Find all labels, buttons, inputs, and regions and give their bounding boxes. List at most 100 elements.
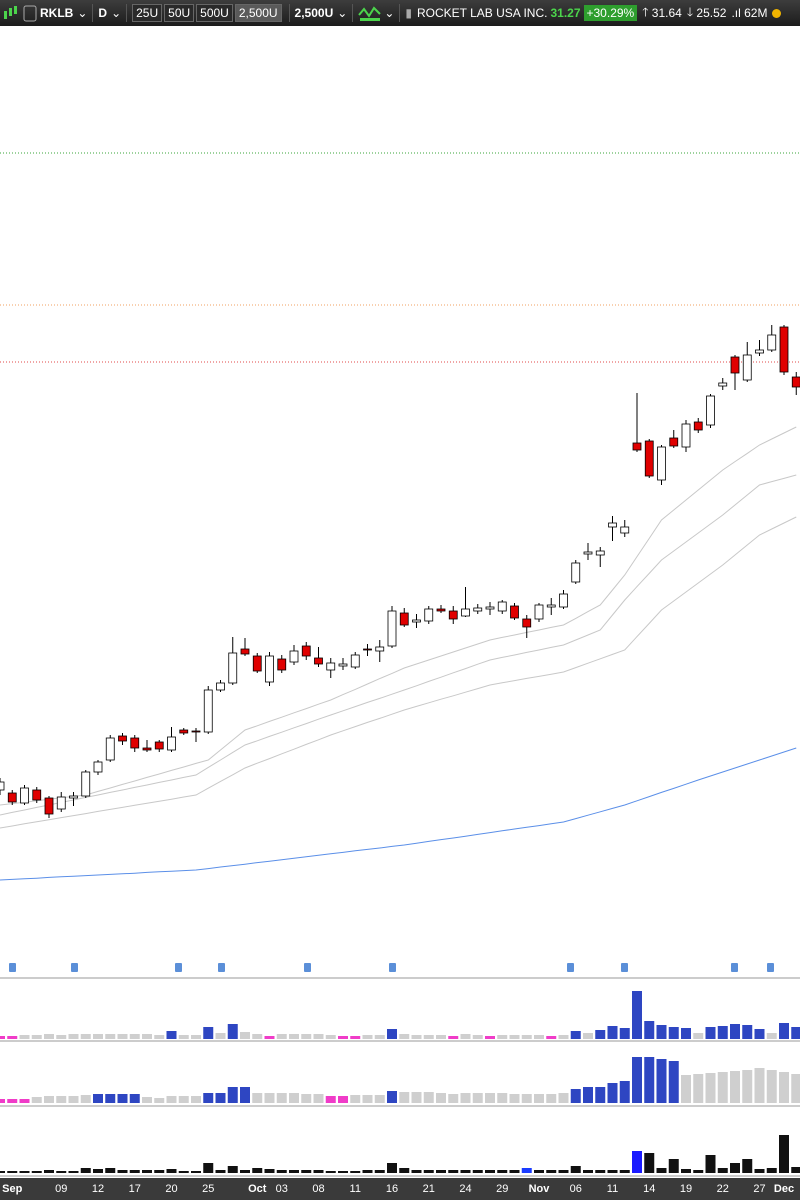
volume-bar: [632, 1057, 642, 1103]
volume-bar: [93, 1169, 103, 1173]
volume-bar: [117, 1034, 128, 1039]
candle-body: [608, 522, 617, 528]
range-button[interactable]: 500U: [196, 4, 233, 22]
period[interactable]: D: [98, 6, 108, 20]
volume-bar: [387, 1029, 397, 1039]
volume-bar: [362, 1035, 373, 1039]
company: ROCKET LAB USA INC.: [416, 6, 548, 20]
volume-bar: [215, 1033, 226, 1039]
x-tick-label: 11: [607, 1183, 618, 1195]
candle-body: [571, 562, 581, 583]
volume-bar: [227, 1166, 238, 1173]
volume-bar: [252, 1093, 263, 1103]
volume-bar: [105, 1168, 116, 1173]
candle-body: [338, 663, 348, 667]
candle-body: [142, 747, 152, 751]
candle-body: [81, 771, 91, 797]
volume-bar: [681, 1028, 691, 1039]
volume-bar: [93, 1034, 103, 1039]
volume-bar: [656, 1168, 667, 1173]
candle-body: [314, 657, 323, 665]
volume-bar: [240, 1170, 250, 1173]
volume-bar: [583, 1170, 593, 1173]
volume-bar: [754, 1169, 765, 1173]
volume-bar: [668, 1061, 679, 1103]
down-arrow: 🡓: [686, 4, 697, 19]
volume-bar: [546, 1036, 557, 1039]
volume-bar: [399, 1168, 410, 1173]
volume-bar: [583, 1033, 593, 1039]
volume-bar: [411, 1092, 422, 1103]
volume-bar: [80, 1168, 91, 1173]
candle-body: [216, 682, 225, 691]
candle-body: [559, 593, 568, 608]
candle-body: [595, 550, 605, 556]
volume-bar: [338, 1171, 348, 1173]
candle-body: [669, 437, 679, 447]
x-tick-label: 06: [570, 1183, 582, 1195]
volume-bar: [325, 1096, 336, 1103]
volume-bar: [460, 1093, 471, 1103]
volume-bar: [301, 1094, 312, 1103]
volume-bar: [166, 1031, 177, 1039]
volume-bar: [497, 1093, 508, 1103]
candle-body: [620, 526, 630, 534]
volume-bar: [338, 1036, 348, 1039]
separator: [288, 4, 290, 22]
volume-bar: [705, 1155, 716, 1173]
low: 25.52: [696, 6, 727, 20]
volume-bar: [0, 1171, 5, 1173]
range-button[interactable]: 25U: [132, 4, 163, 22]
x-tick-label: 17: [129, 1183, 141, 1195]
volume-bar: [485, 1036, 495, 1039]
volume-bar: [325, 1035, 336, 1039]
volume-bar: [56, 1171, 67, 1173]
volume-bar: [436, 1170, 446, 1173]
volume-bar: [56, 1035, 67, 1039]
volume-bar: [19, 1171, 30, 1173]
separator: [352, 4, 354, 22]
volume-bar: [350, 1036, 361, 1039]
volume-bar: [178, 1171, 189, 1173]
volume-bar: [644, 1057, 655, 1103]
volume-bar: [668, 1159, 679, 1173]
volume-bar: [766, 1070, 777, 1103]
candle-body: [56, 796, 66, 810]
volume-bar: [44, 1170, 54, 1173]
x-tick-label: 25: [202, 1183, 214, 1195]
symbol[interactable]: RKLB: [40, 6, 74, 20]
selected-range[interactable]: 2,500U: [294, 6, 334, 20]
volume-bar: [717, 1072, 728, 1103]
volume-bar: [276, 1093, 287, 1103]
candle-body: [265, 655, 274, 683]
volume-bar: [362, 1170, 373, 1173]
candle-body: [693, 421, 703, 431]
volume-bar: [681, 1075, 691, 1103]
candle-body: [436, 608, 446, 612]
candle-body: [277, 658, 287, 671]
volume-bar: [693, 1074, 704, 1103]
toolbar-icons: [4, 5, 37, 22]
volume-bar: [117, 1170, 128, 1173]
last-price: 31.27: [550, 6, 581, 20]
volume-bar: [509, 1035, 520, 1039]
volume-bar: [227, 1024, 238, 1039]
volume-bar: [227, 1087, 238, 1103]
volume-bar: [521, 1094, 532, 1103]
volume-bar: [497, 1170, 508, 1173]
candle-body: [497, 601, 507, 612]
range-button[interactable]: 2,500U: [234, 4, 282, 22]
x-tick-label: 21: [423, 1183, 435, 1195]
volume-bar: [31, 1171, 42, 1173]
candle-body: [424, 608, 434, 622]
range-button[interactable]: 50U: [164, 4, 195, 22]
volume-bar: [497, 1035, 508, 1039]
volume-bar: [166, 1096, 177, 1103]
candle-body: [0, 781, 5, 791]
candle-body: [755, 349, 764, 354]
info-icon: ▮: [405, 6, 412, 20]
chart-type-icon[interactable]: [358, 3, 384, 23]
x-tick-label: 14: [643, 1183, 655, 1195]
volume-bar: [791, 1027, 800, 1039]
